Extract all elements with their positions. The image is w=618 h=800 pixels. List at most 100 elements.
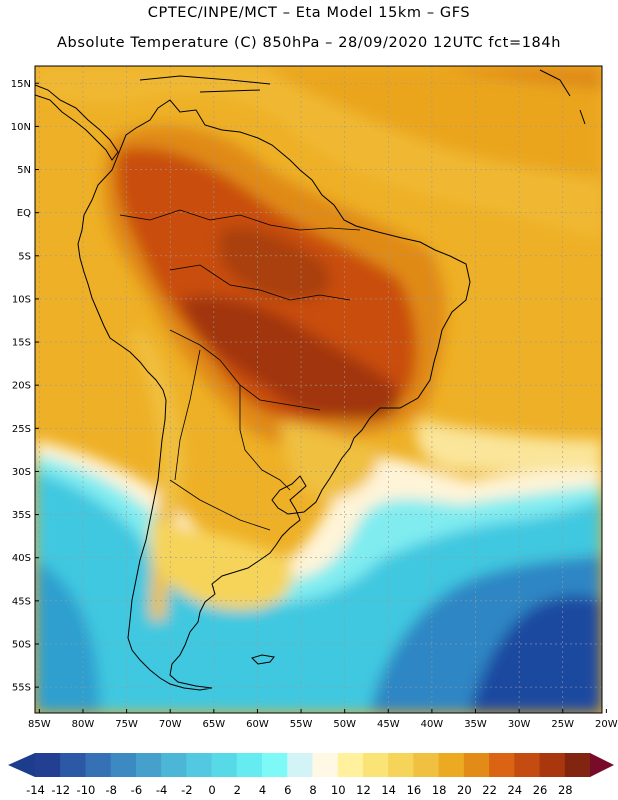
title-line-1: CPTEC/INPE/MCT – Eta Model 15km – GFS — [147, 5, 471, 21]
colorbar-label: -12 — [51, 783, 70, 797]
map-frame — [34, 65, 603, 714]
colorbar-box — [539, 753, 566, 777]
colorbar-box — [161, 753, 187, 777]
colorbar-label: -2 — [181, 783, 192, 797]
colorbar-label: 4 — [259, 783, 266, 797]
lat-label: 5N — [17, 165, 31, 176]
caribbean-hot — [440, 66, 602, 90]
coldest-zone — [470, 595, 602, 713]
lat-label: 55S — [12, 683, 31, 694]
colorbar-label: 12 — [356, 783, 371, 797]
colorbar-boxes — [35, 753, 591, 777]
colorbar-label: 24 — [507, 783, 522, 797]
colorbar-label: 22 — [482, 783, 497, 797]
lon-label: 45W — [377, 719, 400, 730]
lon-label: 60W — [246, 719, 269, 730]
lat-label: 35S — [12, 510, 31, 521]
temperature-field — [35, 66, 602, 713]
colorbar-label: -8 — [105, 783, 116, 797]
title-line-2: Absolute Temperature (C) 850hPa – 28/09/… — [57, 35, 561, 51]
colorbar-box — [463, 753, 490, 777]
colorbar-label: 16 — [407, 783, 422, 797]
colorbar-label: -4 — [156, 783, 167, 797]
temperature-map: 15N 10N 5N EQ 5S 10S 15S 20S 25S 30S 35S 40S 45S 50S 5… — [11, 65, 618, 730]
colorbar-box — [236, 753, 263, 777]
coastlines — [35, 69, 586, 691]
colorbar-label: 14 — [381, 783, 396, 797]
lon-label: 75W — [115, 719, 138, 730]
colorbar-label: 2 — [234, 783, 241, 797]
lat-label: 30S — [12, 467, 31, 478]
country-borders — [119, 209, 361, 531]
lon-label: 55W — [290, 719, 313, 730]
lat-label: 20S — [12, 381, 31, 392]
colorbar-label: 20 — [457, 783, 472, 797]
colorbar-box — [514, 753, 541, 777]
colorbar-under-arrow — [8, 753, 35, 777]
falklands-coastline — [251, 654, 275, 665]
lon-label: 25W — [551, 719, 574, 730]
lat-label: 5S — [18, 251, 31, 262]
colorbar-label: 18 — [432, 783, 447, 797]
colorbar-label: -14 — [26, 783, 45, 797]
cold-west-pocket — [35, 560, 100, 713]
colorbar-box — [85, 753, 112, 777]
colorbar-box — [110, 753, 137, 777]
lat-label: 50S — [12, 639, 31, 650]
amazon-hot-core — [220, 227, 331, 300]
lon-label: 50W — [333, 719, 356, 730]
colorbar-label: 6 — [284, 783, 291, 797]
colorbar-box — [413, 753, 440, 777]
colorbar-box — [337, 753, 364, 777]
central-america-coastline — [35, 84, 119, 161]
lon-label: 30W — [508, 719, 531, 730]
lon-label: 70W — [159, 719, 182, 730]
patagonia-mild — [150, 520, 293, 610]
colorbar-box — [438, 753, 465, 777]
colorbar-box — [60, 753, 86, 777]
colorbar-box — [388, 753, 414, 777]
longitude-labels: 85W 80W 75W 70W 65W 60W 55W 50W 45W 40W 35W 30W 25W 2… — [28, 709, 618, 730]
lat-label: 10S — [12, 294, 31, 305]
south-america-coastline — [77, 99, 471, 691]
colorbar-label: -10 — [77, 783, 96, 797]
colorbar-box — [262, 753, 288, 777]
lat-label: 15S — [12, 338, 31, 349]
caribbean-islands — [139, 69, 586, 125]
lat-label: 40S — [12, 553, 31, 564]
lat-label: 45S — [12, 596, 31, 607]
lat-label: EQ — [17, 208, 31, 219]
lon-label: 65W — [203, 719, 226, 730]
atlantic-cool-mild — [416, 420, 602, 473]
colorbar-label: 10 — [331, 783, 346, 797]
lon-label: 80W — [72, 719, 95, 730]
colorbar-box — [362, 753, 389, 777]
lon-label: 40W — [421, 719, 444, 730]
colorbar-box — [211, 753, 238, 777]
lat-label: 10N — [11, 122, 31, 133]
land-very-hot — [180, 296, 400, 420]
colorbar-box — [135, 753, 162, 777]
colorbar-label: 26 — [533, 783, 548, 797]
caribbean-warm — [260, 66, 602, 180]
lon-label: 20W — [595, 719, 618, 730]
colorbar-label: -6 — [131, 783, 142, 797]
colorbar-label: 28 — [558, 783, 573, 797]
colorbar-over-arrow — [590, 753, 614, 777]
colorbar-label: 0 — [208, 783, 215, 797]
colorbar-box — [287, 753, 313, 777]
colorbar-box — [564, 753, 591, 777]
colorbar-box — [35, 753, 61, 777]
colorbar-box — [312, 753, 339, 777]
lat-label: 25S — [12, 424, 31, 435]
pampas-mild — [280, 420, 380, 500]
colorbar: -14 -12 -10 -8 -6 -4 -2 0 2 4 6 8 10 12 14 16 18 20 22 24 26… — [8, 753, 614, 797]
lon-label: 85W — [28, 719, 51, 730]
lat-label: 15N — [11, 79, 31, 90]
colorbar-label: 8 — [309, 783, 316, 797]
colorbar-box — [186, 753, 213, 777]
latitude-labels: 15N 10N 5N EQ 5S 10S 15S 20S 25S 30S 35S 40S 45S 50S 5… — [11, 79, 39, 694]
lon-label: 35W — [464, 719, 487, 730]
colorbar-labels: -14 -12 -10 -8 -6 -4 -2 0 2 4 6 8 10 12 14 16 18 20 22 24 26… — [26, 783, 572, 797]
colorbar-box — [489, 753, 515, 777]
